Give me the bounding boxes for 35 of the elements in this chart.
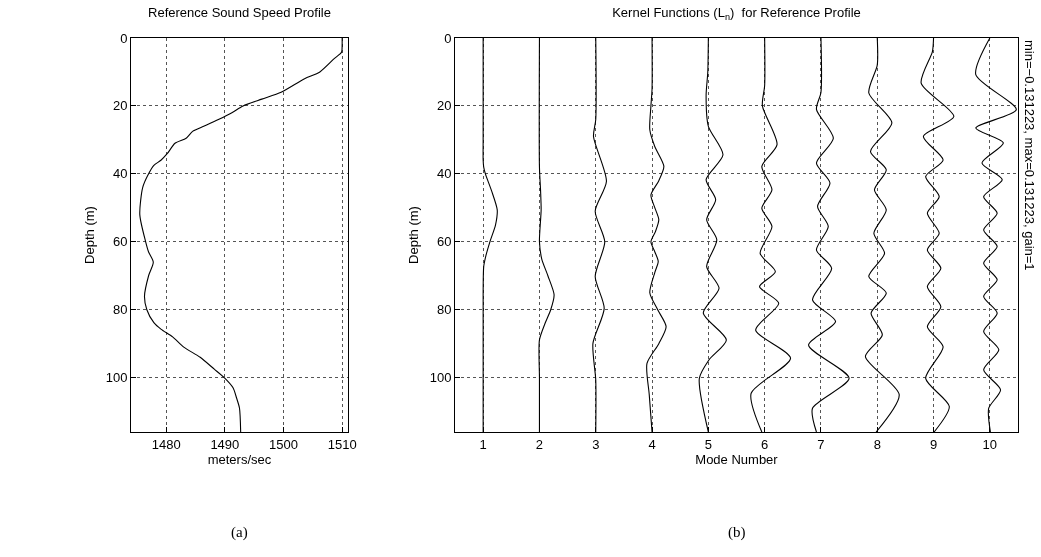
x-tick-label: 7 <box>817 436 825 452</box>
y-tick-label: 40 <box>436 166 452 182</box>
y-tick-label: 0 <box>120 30 128 46</box>
y-tick-label: 60 <box>436 234 452 250</box>
x-tick-label: 1490 <box>210 436 240 452</box>
x-tick-label: 10 <box>982 436 998 452</box>
x-tick-label: 1480 <box>151 436 181 452</box>
text: (b) <box>728 524 746 541</box>
x-tick-label: 6 <box>761 436 769 452</box>
chart-title: Kernel Functions (L$_{n}$) for Reference Profile <box>612 5 861 23</box>
y-tick-label: 60 <box>112 234 128 250</box>
x-tick-label: 1500 <box>269 436 298 452</box>
x-tick-label: 4 <box>648 436 656 452</box>
y-tick-label: 100 <box>429 370 452 386</box>
y-tick-label: 80 <box>112 302 128 318</box>
y-tick-label: 40 <box>112 166 128 182</box>
text: (a) <box>231 524 248 541</box>
chart-title: Reference Sound Speed Profile <box>148 5 331 21</box>
x-tick-label: 1 <box>479 436 487 452</box>
x-axis-title: meters/sec <box>207 452 272 468</box>
y-axis-title: Depth (m) <box>405 206 421 264</box>
x-tick-label: 9 <box>929 436 938 452</box>
x-axis-title: Mode Number <box>695 452 779 468</box>
y-tick-label: 20 <box>436 98 452 114</box>
y-tick-label: 100 <box>105 370 128 386</box>
text: min=−0.131223, max=0.131223, gain=1 <box>1022 40 1037 271</box>
x-tick-label: 2 <box>535 436 544 452</box>
x-tick-label: 8 <box>873 436 881 452</box>
x-tick-label: 5 <box>704 436 712 452</box>
y-tick-label: 0 <box>444 30 452 46</box>
y-tick-label: 80 <box>436 302 452 318</box>
y-tick-label: 20 <box>112 98 128 114</box>
x-tick-label: 3 <box>592 436 600 452</box>
x-tick-label: 1510 <box>327 436 357 452</box>
y-axis-title: Depth (m) <box>81 206 97 264</box>
